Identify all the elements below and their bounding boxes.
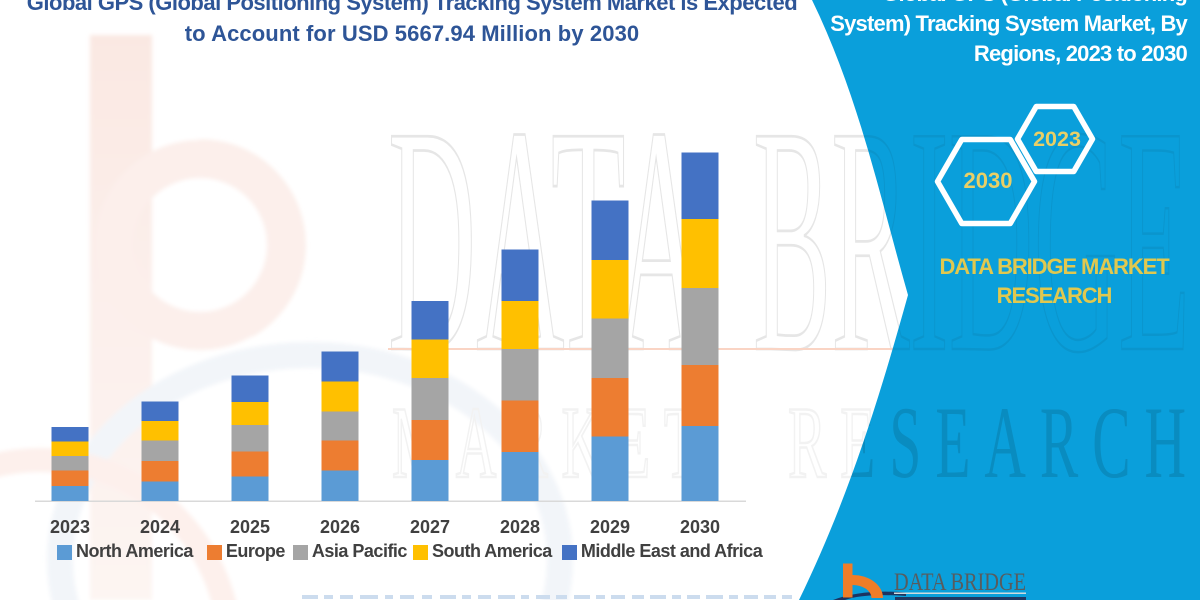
svg-text:2030: 2030	[964, 168, 1013, 193]
svg-text:DATA BRIDGE: DATA BRIDGE	[894, 569, 1026, 596]
svg-text:2023: 2023	[1033, 127, 1081, 151]
